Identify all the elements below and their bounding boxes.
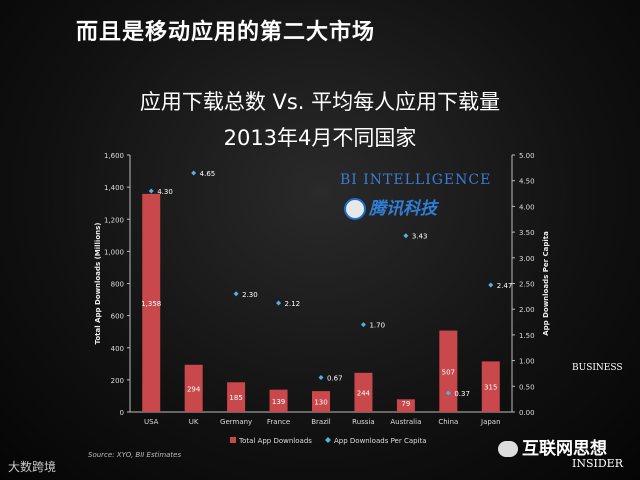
y2-tick-label: 4.00 <box>519 203 535 211</box>
source-note: Source: XYO, BII Estimates <box>88 451 182 459</box>
y2-tick-label: 4.50 <box>519 178 535 186</box>
y-tick-label: 1,400 <box>104 184 124 192</box>
bar <box>439 330 458 412</box>
bar <box>227 382 246 412</box>
x-tick-label: UK <box>189 418 199 426</box>
footer-right-text: 互联网思想 <box>522 439 607 459</box>
y2-tick-label: 0.00 <box>519 409 535 417</box>
footer-watermark-left: 大数跨境 <box>8 460 57 474</box>
x-tick-label: Russia <box>352 418 375 426</box>
chart-subtitle: 2013年4月不同国家 <box>223 126 417 150</box>
per-capita-point <box>318 375 324 381</box>
bar-value-label: 294 <box>187 385 201 393</box>
bar-value-label: 185 <box>229 394 242 402</box>
per-capita-label: 4.65 <box>200 170 216 178</box>
y-tick-label: 1,600 <box>104 152 124 160</box>
per-capita-point <box>233 291 239 297</box>
tencent-logo-text: 腾讯科技 <box>369 199 437 219</box>
x-tick-label: Australia <box>390 418 421 426</box>
y-tick-label: 1,000 <box>104 248 124 256</box>
x-tick-label: Japan <box>480 418 501 426</box>
bar <box>354 372 373 412</box>
bar-value-label: 130 <box>314 399 327 407</box>
y2-tick-label: 3.00 <box>519 255 535 263</box>
bar-value-label: 315 <box>484 384 497 392</box>
per-capita-label: 2.12 <box>285 300 301 308</box>
bar-value-label: 1,358 <box>141 300 161 308</box>
y2-tick-label: 3.50 <box>519 229 535 237</box>
x-tick-label: USA <box>144 418 159 426</box>
bar-value-label: 139 <box>272 398 285 406</box>
per-capita-point <box>276 300 282 306</box>
y2-tick-label: 2.50 <box>519 281 535 289</box>
wechat-icon <box>498 441 518 457</box>
y-tick-label: 0 <box>120 409 124 417</box>
legend-swatch-dots <box>325 437 331 443</box>
per-capita-label: 2.47 <box>497 282 513 290</box>
per-capita-label: 0.67 <box>327 375 343 383</box>
bar <box>481 361 500 412</box>
per-capita-label: 4.30 <box>157 188 173 196</box>
bar <box>312 391 330 412</box>
y-tick-label: 400 <box>111 345 124 353</box>
slide-title: 而且是移动应用的第二大市场 <box>76 20 376 45</box>
legend-swatch-bars <box>230 437 236 443</box>
y2-tick-label: 1.50 <box>519 332 535 340</box>
business-insider-mark-bottom: INSIDER <box>572 457 623 470</box>
bar <box>184 364 203 412</box>
y2-tick-label: 5.00 <box>519 152 535 160</box>
per-capita-point <box>191 170 197 176</box>
bar <box>269 389 288 412</box>
legend-label-dots: App Downloads Per Capita <box>334 437 427 445</box>
x-tick-label: China <box>438 418 458 426</box>
per-capita-point <box>445 390 451 396</box>
y-axis-title: Total App Downloads (Millions) <box>94 223 102 345</box>
y2-tick-label: 0.50 <box>519 383 535 391</box>
y-tick-label: 800 <box>111 281 124 289</box>
per-capita-point <box>360 322 366 328</box>
legend-label-bars: Total App Downloads <box>238 437 312 445</box>
bar <box>396 399 415 412</box>
bar-value-label: 244 <box>357 389 371 397</box>
x-tick-label: Brazil <box>311 418 331 426</box>
y2-tick-label: 2.00 <box>519 306 535 314</box>
bar <box>142 193 161 412</box>
x-tick-label: France <box>267 418 290 426</box>
y-tick-label: 600 <box>111 313 124 321</box>
per-capita-label: 3.43 <box>412 233 428 241</box>
per-capita-point <box>488 282 494 288</box>
y-tick-label: 1,200 <box>104 216 124 224</box>
business-insider-mark: BUSINESS <box>572 363 623 373</box>
per-capita-point <box>148 188 154 194</box>
per-capita-point <box>403 233 409 239</box>
per-capita-label: 1.70 <box>369 322 385 330</box>
bar-value-label: 507 <box>442 368 455 376</box>
y-tick-label: 200 <box>111 377 124 385</box>
y2-axis-title: App Downloads Per Capita <box>542 231 550 336</box>
chart-title: 应用下载总数 Vs. 平均每人应用下载量 <box>139 90 501 114</box>
x-tick-label: Germany <box>220 418 252 426</box>
per-capita-label: 0.37 <box>454 390 470 398</box>
footer-watermark-right: 互联网思想 <box>498 434 607 459</box>
bar-value-label: 79 <box>401 400 410 408</box>
bi-intelligence-logo: BI INTELLIGENCE <box>340 172 492 188</box>
per-capita-label: 2.30 <box>242 291 258 299</box>
tencent-logo-icon <box>344 198 366 220</box>
tencent-tech-logo: 腾讯科技 <box>344 194 437 220</box>
y2-tick-label: 1.00 <box>519 358 535 366</box>
